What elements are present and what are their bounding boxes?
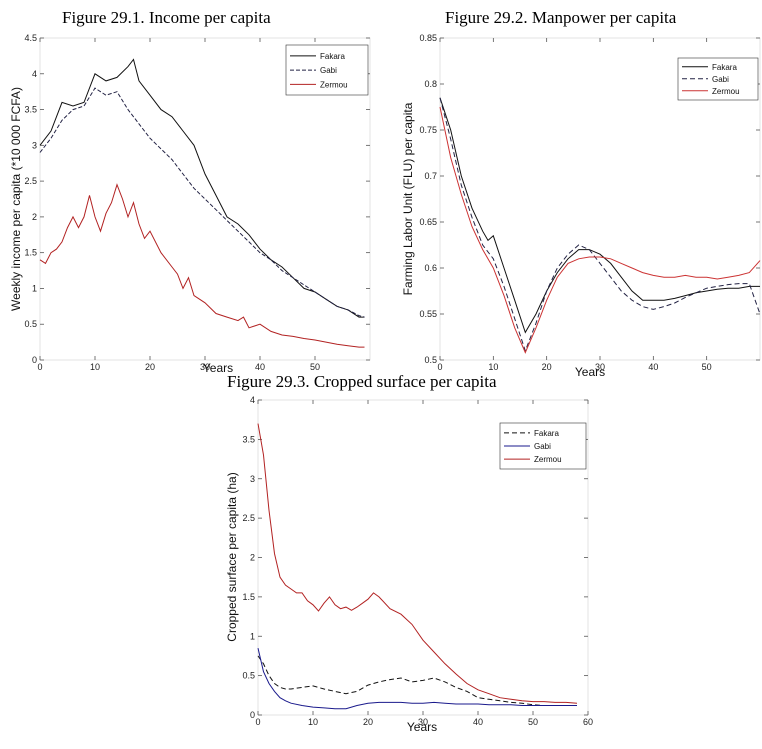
y-tick-label: 3.5 [24, 105, 37, 115]
y-tick-label: 0.6 [424, 263, 437, 273]
legend-entry: Zermou [534, 455, 562, 464]
y-tick-label: 0.5 [242, 671, 255, 681]
x-tick-label: 40 [473, 717, 483, 727]
legend-entry: Gabi [534, 442, 551, 451]
x-tick-label: 50 [310, 362, 320, 372]
y-tick-label: 1 [250, 631, 255, 641]
x-tick-label: 50 [528, 717, 538, 727]
series-line-zermou [40, 185, 365, 347]
y-tick-label: 3 [250, 474, 255, 484]
y-tick-label: 0.85 [419, 33, 437, 43]
x-tick-label: 10 [488, 362, 498, 372]
x-tick-label: 20 [145, 362, 155, 372]
y-tick-label: 3 [32, 140, 37, 150]
y-axis-label: Weekly income per capita (*10 000 FCFA) [9, 87, 23, 311]
y-tick-label: 2.5 [24, 176, 37, 186]
legend-entry: Fakara [712, 63, 737, 72]
y-tick-label: 4.5 [24, 33, 37, 43]
x-tick-label: 10 [308, 717, 318, 727]
y-tick-label: 2 [32, 212, 37, 222]
chart-2: 0.50.550.60.650.70.750.80.850 10 20 30 40 50Y… [401, 33, 760, 379]
x-tick-label: 0 [37, 362, 42, 372]
y-tick-label: 0.7 [424, 171, 437, 181]
x-tick-label: 0 [255, 717, 260, 727]
legend-entry: Gabi [320, 66, 337, 75]
y-tick-label: 0.55 [419, 309, 437, 319]
x-tick-label: 20 [542, 362, 552, 372]
chart-1: 00.511.522.533.544.50 10 20 30 40 50YearsWeek… [9, 33, 370, 375]
legend-entry: Fakara [534, 429, 559, 438]
y-tick-label: 4 [32, 69, 37, 79]
y-tick-label: 1.5 [242, 592, 255, 602]
y-tick-label: 2 [250, 553, 255, 563]
x-tick-label: 50 [702, 362, 712, 372]
series-line-gabi [258, 648, 577, 709]
x-tick-label: 40 [255, 362, 265, 372]
y-tick-label: 0.5 [424, 355, 437, 365]
y-axis-label: Cropped surface per capita (ha) [225, 472, 239, 641]
y-tick-label: 0.75 [419, 125, 437, 135]
legend-entry: Zermou [320, 80, 348, 89]
x-tick-label: 0 [437, 362, 442, 372]
y-axis-label: Farming Labor Unit (FLU) per capita [401, 102, 415, 295]
legend-entry: Zermou [712, 87, 740, 96]
y-tick-label: 0 [32, 355, 37, 365]
legend: Fakara Gabi Zermou [500, 423, 586, 469]
y-tick-label: 4 [250, 395, 255, 405]
y-tick-label: 1 [32, 283, 37, 293]
y-tick-label: 0 [250, 710, 255, 720]
legend-entry: Fakara [320, 52, 345, 61]
x-tick-label: 40 [648, 362, 658, 372]
x-axis-label: Years [407, 720, 437, 734]
x-axis-label: Years [575, 365, 605, 379]
y-tick-label: 1.5 [24, 248, 37, 258]
x-tick-label: 20 [363, 717, 373, 727]
y-tick-label: 0.5 [24, 319, 37, 329]
x-tick-label: 60 [583, 717, 593, 727]
series-line-zermou [440, 107, 760, 353]
series-line-gabi [440, 98, 760, 351]
legend-entry: Gabi [712, 75, 729, 84]
chart-3: 00.511.522.533.540 10 20 30 40 50 60YearsCropp… [225, 395, 593, 734]
series-line-fakara [258, 656, 577, 706]
legend: Fakara Gabi Zermou [286, 45, 368, 95]
x-axis-label: Years [203, 361, 233, 375]
legend: Fakara Gabi Zermou [678, 58, 758, 100]
y-tick-label: 2.5 [242, 513, 255, 523]
series-line-gabi [40, 88, 365, 317]
y-tick-label: 0.65 [419, 217, 437, 227]
y-tick-label: 0.8 [424, 79, 437, 89]
x-tick-label: 10 [90, 362, 100, 372]
y-tick-label: 3.5 [242, 434, 255, 444]
series-line-fakara [440, 98, 760, 333]
